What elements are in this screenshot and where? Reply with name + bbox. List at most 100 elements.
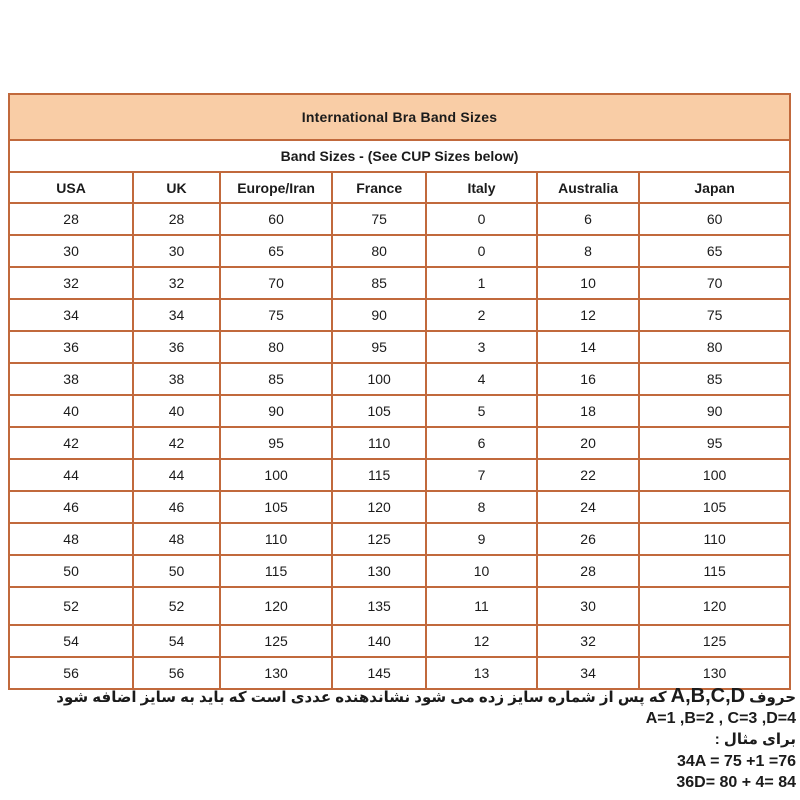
cell: 80 <box>218 330 334 364</box>
cell: 42 <box>132 426 221 460</box>
cell: 105 <box>638 490 791 524</box>
table-row: 28 28 60 75 0 6 60 <box>7 202 791 236</box>
cell: 48 <box>7 522 135 556</box>
cell: 22 <box>535 458 641 492</box>
cell: 10 <box>425 554 538 588</box>
cell: 30 <box>132 234 221 268</box>
cell: 120 <box>218 586 334 626</box>
cell: 56 <box>132 656 221 690</box>
cell: 56 <box>7 656 135 690</box>
table-row: 32 32 70 85 1 10 70 <box>7 266 791 300</box>
table-row: 56 56 130 145 13 34 130 <box>7 656 791 690</box>
cell: 110 <box>218 522 334 556</box>
cell: 32 <box>7 266 135 300</box>
cell: 105 <box>331 394 428 428</box>
cell: 70 <box>638 266 791 300</box>
table-row: 34 34 75 90 2 12 75 <box>7 298 791 332</box>
cell: 115 <box>638 554 791 588</box>
column-header-uk: UK <box>132 171 221 204</box>
cell: 13 <box>425 656 538 690</box>
notes-block: حروفA,B,C,Dکه پس از شماره سایز زده می شو… <box>0 686 796 793</box>
cell: 16 <box>535 362 641 396</box>
note-line-1-suffix: که پس از شماره سایز زده می شود نشاندهنده… <box>56 689 667 706</box>
cell: 120 <box>331 490 428 524</box>
cell: 70 <box>218 266 334 300</box>
table-subtitle: Band Sizes - (See CUP Sizes below) <box>8 139 791 173</box>
cell: 6 <box>425 426 538 460</box>
cell: 24 <box>535 490 641 524</box>
cell: 2 <box>425 298 538 332</box>
cell: 11 <box>425 586 538 626</box>
note-line-1: حروفA,B,C,Dکه پس از شماره سایز زده می شو… <box>0 686 796 708</box>
cell: 44 <box>132 458 221 492</box>
column-header-row: USA UK Europe/Iran France Italy Australia Japa… <box>7 171 791 204</box>
cell: 54 <box>132 624 221 658</box>
table-title: International Bra Band Sizes <box>8 93 791 141</box>
cell: 14 <box>535 330 641 364</box>
cell: 34 <box>7 298 135 332</box>
cell: 125 <box>638 624 791 658</box>
cell: 40 <box>7 394 135 428</box>
cell: 8 <box>425 490 538 524</box>
cell: 85 <box>218 362 334 396</box>
cell: 0 <box>425 234 538 268</box>
cell: 95 <box>638 426 791 460</box>
cell: 4 <box>425 362 538 396</box>
cell: 36 <box>7 330 135 364</box>
cell: 105 <box>218 490 334 524</box>
column-header-europe-iran: Europe/Iran <box>218 171 334 204</box>
table-row: 54 54 125 140 12 32 125 <box>7 624 791 658</box>
cell: 60 <box>218 202 334 236</box>
bra-band-sizes-table: International Bra Band Sizes Band Sizes … <box>7 93 791 690</box>
cell: 36 <box>132 330 221 364</box>
cell: 26 <box>535 522 641 556</box>
cell: 3 <box>425 330 538 364</box>
table-row: 30 30 65 80 0 8 65 <box>7 234 791 268</box>
cell: 20 <box>535 426 641 460</box>
cell: 115 <box>218 554 334 588</box>
cell: 135 <box>331 586 428 626</box>
cell: 48 <box>132 522 221 556</box>
cell: 140 <box>331 624 428 658</box>
cell: 32 <box>535 624 641 658</box>
cell: 80 <box>331 234 428 268</box>
column-header-australia: Australia <box>535 171 641 204</box>
cell: 130 <box>331 554 428 588</box>
cell: 28 <box>535 554 641 588</box>
bra-band-sizes-table-wrap: International Bra Band Sizes Band Sizes … <box>7 93 791 690</box>
cell: 95 <box>218 426 334 460</box>
table-row: 36 36 80 95 3 14 80 <box>7 330 791 364</box>
cell: 9 <box>425 522 538 556</box>
cell: 6 <box>535 202 641 236</box>
cell: 85 <box>638 362 791 396</box>
cell: 125 <box>218 624 334 658</box>
note-line-4: 34A = 75 +1 =76 <box>676 753 796 770</box>
cell: 8 <box>535 234 641 268</box>
cell: 52 <box>132 586 221 626</box>
column-header-france: France <box>331 171 428 204</box>
cell: 90 <box>218 394 334 428</box>
cell: 10 <box>535 266 641 300</box>
cell: 145 <box>331 656 428 690</box>
subtitle-row: Band Sizes - (See CUP Sizes below) <box>8 139 791 173</box>
cell: 65 <box>638 234 791 268</box>
cell: 110 <box>638 522 791 556</box>
cell: 28 <box>132 202 221 236</box>
column-header-japan: Japan <box>638 171 791 204</box>
note-line-2: A=1 ,B=2 , C=3 ,D=4 <box>645 710 796 727</box>
note-line-1-prefix: حروف <box>749 689 796 706</box>
cell: 50 <box>132 554 221 588</box>
cell: 100 <box>331 362 428 396</box>
cell: 95 <box>331 330 428 364</box>
cell: 30 <box>535 586 641 626</box>
cell: 85 <box>331 266 428 300</box>
cell: 80 <box>638 330 791 364</box>
note-line-5: 36D= 80 + 4= 84 <box>676 774 796 791</box>
column-header-italy: Italy <box>425 171 538 204</box>
cell: 0 <box>425 202 538 236</box>
cell: 65 <box>218 234 334 268</box>
cell: 12 <box>425 624 538 658</box>
table-row: 48 48 110 125 9 26 110 <box>7 522 791 556</box>
cell: 130 <box>638 656 791 690</box>
